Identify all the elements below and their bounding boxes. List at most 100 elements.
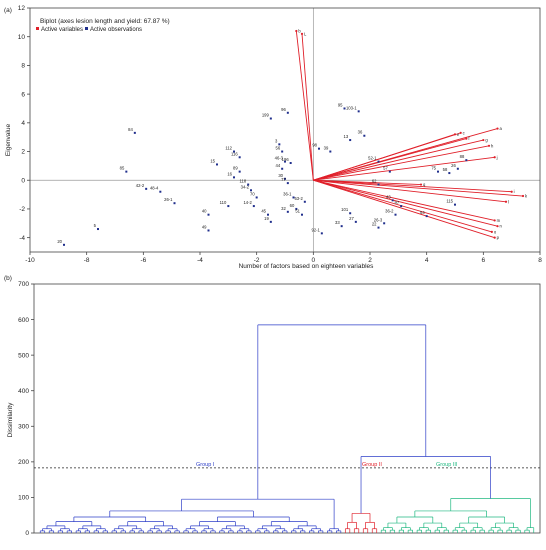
- observation-label: 5: [94, 223, 97, 228]
- variable-vector: [313, 179, 507, 203]
- observation-point: [377, 160, 380, 163]
- variable-label: j: [496, 155, 498, 160]
- observation-label: 53-2: [294, 196, 303, 201]
- observation-label: 26-1: [164, 197, 173, 202]
- dendrogram-y-tick-label: 500: [18, 352, 29, 359]
- observation-label: 52-1: [368, 156, 377, 161]
- observation-label: 88: [460, 154, 465, 159]
- observation-point: [247, 183, 250, 186]
- legend-variables-marker: [36, 27, 39, 30]
- observation-label: 32: [281, 206, 286, 211]
- observation-point: [267, 213, 269, 216]
- observation-label: 62: [372, 179, 377, 184]
- group-label: Group III: [436, 462, 458, 468]
- variable-arrowhead: [453, 133, 457, 136]
- observation-point: [233, 176, 235, 179]
- observation-point: [320, 232, 323, 235]
- observation-point: [207, 229, 210, 232]
- variable-label: k: [525, 194, 528, 199]
- biplot-y-tick-label: 4: [21, 120, 25, 127]
- observation-point: [383, 222, 386, 225]
- biplot-x-tick-label: -10: [25, 257, 35, 264]
- observation-point: [233, 150, 235, 153]
- observation-point: [363, 134, 366, 137]
- biplot-y-tick-label: 10: [18, 34, 26, 41]
- observation-point: [454, 203, 456, 206]
- variable-vector: [313, 179, 498, 227]
- observation-point: [284, 160, 286, 163]
- variable-label: i: [514, 189, 515, 194]
- variable-arrowhead: [487, 144, 491, 147]
- variable-vector: [313, 179, 492, 233]
- observation-label: 40: [202, 209, 207, 214]
- variable-arrowhead: [482, 138, 485, 142]
- variable-label: l: [508, 199, 509, 204]
- panel-a-label: (a): [4, 7, 12, 14]
- variable-arrowhead: [419, 183, 423, 186]
- observation-label: 30: [278, 173, 283, 178]
- variable-arrowhead: [493, 156, 496, 159]
- observation-point: [63, 243, 65, 246]
- variable-vector: [295, 30, 314, 181]
- variable-vector: [313, 179, 495, 221]
- observation-label: 3: [275, 138, 278, 143]
- variable-vector: [313, 138, 467, 181]
- observation-point: [281, 150, 284, 153]
- observation-point: [377, 226, 380, 229]
- variable-vector: [313, 145, 490, 181]
- variable-label: n: [500, 224, 503, 229]
- observation-label: 39: [324, 146, 329, 151]
- observation-point: [227, 205, 230, 208]
- observation-label: 45: [261, 209, 266, 214]
- observation-label: 97: [394, 200, 399, 205]
- variable-vector: [313, 133, 456, 181]
- observation-label: 103-1: [346, 105, 357, 110]
- biplot-y-tick-label: 8: [21, 63, 25, 70]
- biplot-y-tick-label: 6: [21, 91, 25, 98]
- observation-point: [125, 170, 128, 173]
- biplot-x-tick-label: -8: [84, 257, 90, 264]
- observation-label: 70: [250, 191, 255, 196]
- biplot-x-tick-label: -4: [197, 257, 203, 264]
- observation-point: [388, 170, 391, 173]
- observation-point: [456, 167, 459, 170]
- observation-label: 27: [349, 216, 354, 221]
- dendrogram-frame: [33, 283, 541, 534]
- observation-point: [437, 170, 439, 173]
- observation-label: 49: [202, 224, 207, 229]
- observation-point: [269, 220, 272, 223]
- biplot-x-tick-label: 6: [482, 257, 486, 264]
- variable-label: L: [304, 31, 307, 36]
- observation-label: 36-1: [283, 191, 292, 196]
- observation-point: [448, 172, 451, 175]
- observation-point: [286, 210, 289, 213]
- variable-arrowhead: [510, 190, 513, 193]
- dendrogram-y-tick-label: 300: [18, 423, 29, 430]
- variable-arrowhead: [504, 200, 508, 203]
- observation-label: 118: [239, 179, 246, 184]
- dendrogram-y-tick-label: 600: [18, 317, 29, 324]
- observation-point: [289, 162, 292, 165]
- observation-point: [354, 220, 357, 223]
- biplot-x-tick-label: -2: [254, 257, 260, 264]
- biplot-frame: [29, 7, 541, 253]
- biplot-x-axis-label: Number of factors based on eighteen vari…: [239, 263, 375, 270]
- variable-arrowhead: [496, 127, 499, 130]
- biplot-y-tick-label: -4: [19, 235, 25, 242]
- variable-arrowhead: [521, 194, 525, 198]
- observation-label: 57: [383, 166, 388, 171]
- dendrogram-chart: (b) 0 100 200 300 400 500 600 700 Group I Group …: [4, 275, 541, 537]
- biplot-x-tick-label: 8: [538, 257, 542, 264]
- observation-label: 84: [128, 127, 133, 132]
- observation-label: 42-2: [136, 183, 145, 188]
- observation-point: [400, 205, 403, 208]
- variable-label: g: [485, 138, 488, 143]
- biplot-x-tick-label: 4: [425, 257, 429, 264]
- variable-arrowhead: [465, 137, 468, 140]
- dendrogram-y-tick-label: 700: [18, 281, 29, 288]
- observation-point: [465, 159, 468, 162]
- variable-arrowhead: [490, 230, 493, 234]
- variable-vector: [313, 139, 484, 181]
- observation-label: 34-2: [241, 184, 250, 189]
- observation-label: 110: [220, 200, 227, 205]
